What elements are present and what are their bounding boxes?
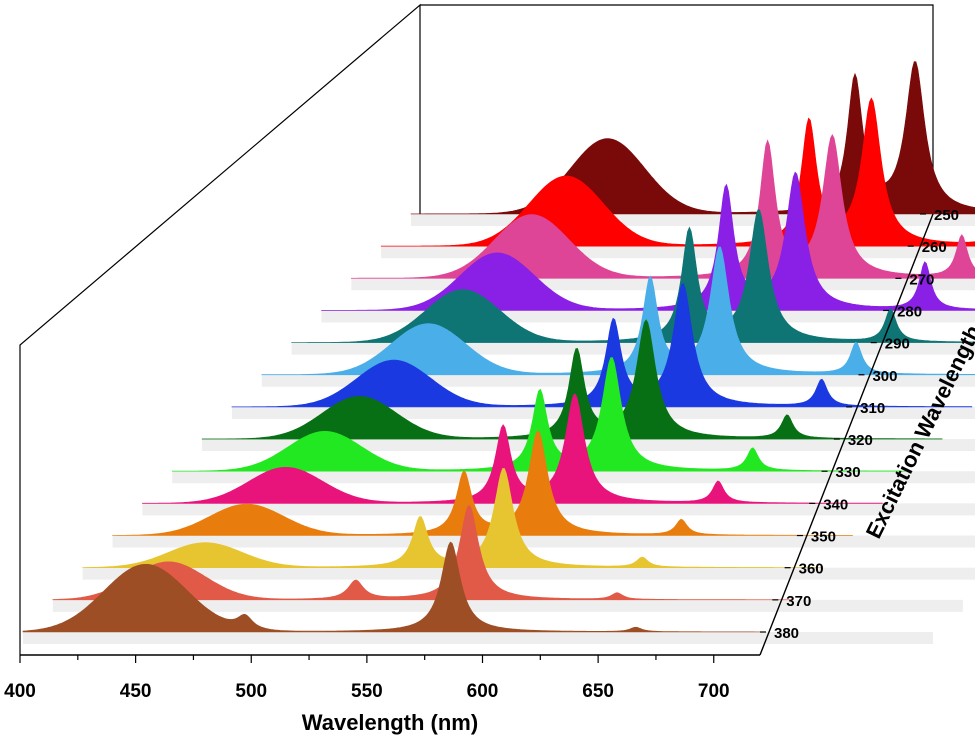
series-area-290	[291, 209, 975, 343]
x-tick-label: 550	[351, 681, 383, 702]
series-label-350: 350	[811, 529, 836, 546]
series-area-340	[142, 393, 883, 504]
series-area-350	[112, 430, 853, 536]
slice-shadow	[381, 246, 975, 259]
series-label-340: 340	[823, 496, 848, 513]
series-layer	[22, 61, 975, 633]
series-area-250	[410, 61, 975, 215]
series-label-380: 380	[774, 625, 799, 642]
series-label-360: 360	[799, 561, 824, 578]
series-area-330	[171, 357, 913, 472]
series-area-380	[22, 541, 764, 633]
series-label-300: 300	[872, 368, 897, 385]
y-axis-line	[759, 213, 934, 656]
slice-shadow	[351, 278, 975, 291]
x-tick-label: 450	[120, 681, 152, 702]
x-tick-label: 400	[4, 681, 36, 702]
series-label-290: 290	[885, 336, 910, 353]
slice-shadow	[23, 632, 933, 644]
series-label-260: 260	[922, 239, 947, 256]
left-wall	[19, 3, 421, 655]
series-label-330: 330	[836, 464, 861, 481]
series-area-320	[201, 319, 943, 440]
x-axis-title: Wavelength (nm)	[302, 710, 478, 735]
series-area-300	[261, 246, 975, 376]
series-label-310: 310	[860, 400, 885, 417]
x-tick-label: 600	[467, 681, 499, 702]
series-label-320: 320	[848, 432, 873, 449]
back-wall	[420, 4, 934, 214]
series-label-270: 270	[909, 271, 934, 288]
axis-layer: 250 260 270 280 290 300 310 320 330 340 350 360 370 3…	[4, 207, 959, 702]
series-label-370: 370	[786, 593, 811, 610]
series-label-280: 280	[897, 303, 922, 320]
slice-shadow	[82, 567, 975, 580]
x-tick-label: 650	[582, 681, 614, 702]
slice-shadow	[52, 599, 963, 612]
chart-frame	[19, 3, 934, 655]
slice-shadow	[142, 503, 975, 516]
series-label-250: 250	[934, 207, 959, 224]
slice-shadow	[112, 535, 975, 548]
x-tick-label: 700	[698, 681, 730, 702]
series-area-310	[231, 282, 973, 408]
slice-shadow	[202, 439, 975, 452]
x-tick-label: 500	[235, 681, 267, 702]
